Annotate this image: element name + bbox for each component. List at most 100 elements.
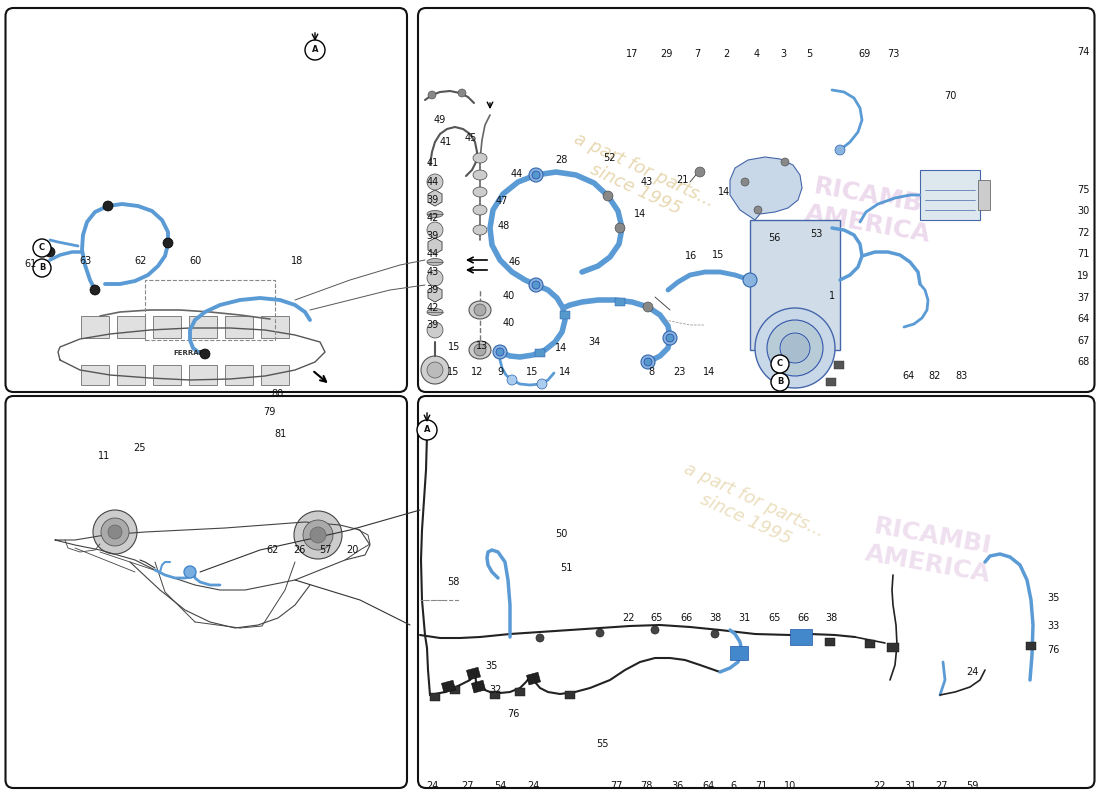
Circle shape (644, 302, 653, 312)
Bar (535, 349, 544, 357)
Polygon shape (730, 157, 802, 220)
Text: 14: 14 (717, 187, 730, 197)
Circle shape (427, 322, 443, 338)
Text: 11: 11 (98, 451, 111, 461)
Text: 76: 76 (507, 710, 520, 719)
Text: a part for parts...
since 1995: a part for parts... since 1995 (562, 130, 717, 230)
Text: 38: 38 (708, 614, 722, 623)
Circle shape (742, 273, 757, 287)
Circle shape (596, 629, 604, 637)
Text: 61: 61 (24, 259, 37, 269)
Text: 7: 7 (694, 50, 701, 59)
Text: 39: 39 (426, 231, 439, 241)
Text: 15: 15 (526, 367, 539, 377)
FancyBboxPatch shape (418, 8, 1094, 392)
Text: 78: 78 (640, 781, 653, 790)
Text: B: B (777, 378, 783, 386)
Bar (441, 680, 455, 693)
Circle shape (94, 510, 138, 554)
Text: 29: 29 (660, 50, 673, 59)
Text: 52: 52 (603, 153, 616, 162)
Text: 26: 26 (293, 546, 306, 555)
Polygon shape (428, 286, 442, 302)
Text: 20: 20 (345, 546, 359, 555)
Bar (750, 220, 840, 350)
Text: 44: 44 (510, 170, 524, 179)
Text: 18: 18 (290, 256, 304, 266)
Circle shape (644, 358, 652, 366)
Bar (920, 170, 980, 220)
Bar (145, 280, 275, 340)
Circle shape (310, 527, 326, 543)
Polygon shape (428, 238, 442, 254)
Text: 4: 4 (754, 50, 760, 59)
Bar (226, 316, 253, 338)
Bar (466, 667, 481, 680)
Bar (261, 365, 289, 385)
Text: 12: 12 (471, 367, 484, 377)
Text: 38: 38 (825, 614, 838, 623)
Circle shape (103, 201, 113, 211)
Text: 8: 8 (648, 367, 654, 377)
Text: 10: 10 (783, 781, 796, 790)
Text: 63: 63 (79, 256, 92, 266)
Circle shape (780, 333, 810, 363)
Circle shape (532, 171, 540, 179)
Bar (81, 316, 109, 338)
Circle shape (755, 308, 835, 388)
Bar (730, 646, 748, 660)
Circle shape (294, 511, 342, 559)
Text: 60: 60 (189, 256, 202, 266)
Circle shape (537, 379, 547, 389)
Ellipse shape (469, 301, 491, 319)
Circle shape (496, 348, 504, 356)
Text: 22: 22 (621, 614, 635, 623)
Text: 64: 64 (902, 371, 915, 381)
Circle shape (108, 525, 122, 539)
Ellipse shape (469, 341, 491, 359)
Circle shape (666, 334, 674, 342)
Circle shape (90, 285, 100, 295)
Ellipse shape (473, 205, 487, 215)
FancyBboxPatch shape (418, 396, 1094, 788)
Text: 41: 41 (439, 138, 452, 147)
Polygon shape (428, 190, 442, 206)
Circle shape (663, 331, 676, 345)
Text: A: A (311, 46, 318, 54)
Text: C: C (39, 243, 45, 253)
FancyBboxPatch shape (6, 8, 407, 392)
Text: 25: 25 (133, 443, 146, 453)
Circle shape (421, 356, 449, 384)
Text: 24: 24 (527, 781, 540, 790)
Bar (825, 638, 835, 646)
Text: B: B (39, 263, 45, 273)
Text: 32: 32 (488, 685, 502, 694)
Circle shape (458, 89, 466, 97)
Text: 67: 67 (1077, 336, 1090, 346)
Text: 35: 35 (1047, 594, 1060, 603)
Text: a part for parts...
since 1995: a part for parts... since 1995 (672, 460, 827, 560)
Text: 17: 17 (626, 50, 639, 59)
Text: 36: 36 (671, 781, 684, 790)
Text: 71: 71 (1077, 250, 1090, 259)
Circle shape (741, 178, 749, 186)
Text: 64: 64 (1077, 314, 1090, 324)
Bar (117, 316, 145, 338)
Bar (887, 643, 899, 652)
Circle shape (781, 158, 789, 166)
Text: 21: 21 (675, 175, 689, 185)
Bar (560, 311, 570, 319)
Text: 68: 68 (1077, 358, 1090, 367)
Text: 65: 65 (650, 614, 663, 623)
Ellipse shape (473, 187, 487, 197)
Bar (834, 361, 844, 369)
Text: 28: 28 (554, 155, 568, 165)
Circle shape (163, 238, 173, 248)
Bar (865, 640, 874, 648)
Bar (189, 316, 217, 338)
Bar (226, 365, 253, 385)
Text: 39: 39 (426, 320, 439, 330)
Bar (430, 693, 440, 701)
Text: 15: 15 (712, 250, 725, 260)
Circle shape (529, 278, 543, 292)
